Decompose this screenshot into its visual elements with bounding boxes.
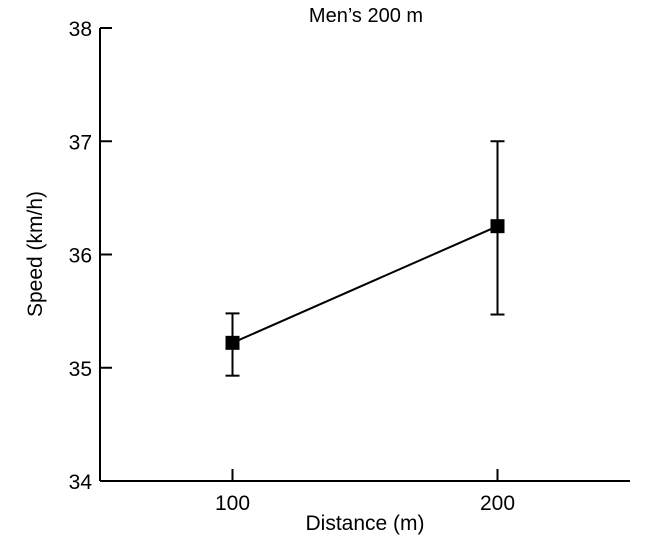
x-axis-label: Distance (m)	[305, 512, 424, 535]
y-tick-label: 36	[69, 245, 92, 268]
x-tick-label: 200	[480, 492, 515, 515]
data-point	[225, 335, 240, 350]
x-tick-label: 100	[215, 492, 250, 515]
chart-title: Men’s 200 m	[309, 5, 423, 27]
y-axis-label: Speed (km/h)	[24, 191, 47, 317]
y-tick-label: 35	[69, 358, 92, 381]
y-tick-label: 37	[69, 131, 92, 154]
series-line	[232, 225, 498, 344]
y-tick-label: 38	[69, 18, 92, 41]
y-tick-label: 34	[69, 471, 93, 494]
data-point	[490, 219, 505, 234]
